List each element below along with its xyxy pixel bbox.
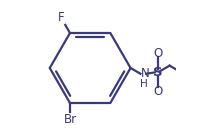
Text: S: S	[153, 66, 163, 79]
Text: Br: Br	[63, 113, 77, 126]
Text: O: O	[153, 47, 163, 60]
Text: F: F	[58, 10, 65, 24]
Text: H: H	[140, 79, 148, 89]
Text: O: O	[153, 85, 163, 98]
Text: N: N	[141, 67, 150, 80]
